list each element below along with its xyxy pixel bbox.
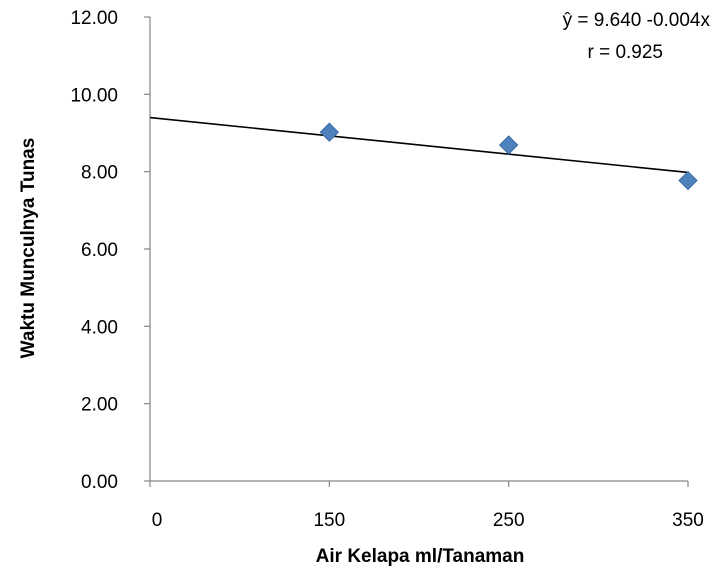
x-tick-label: 350	[672, 510, 704, 531]
x-tick-labels: 0 150 250 350	[152, 510, 704, 531]
x-axis-title: Air Kelapa ml/Tanaman	[316, 546, 525, 567]
correlation-value: r = 0.925	[587, 42, 663, 63]
y-tick-label: 10.00	[70, 85, 118, 106]
x-tick-label: 150	[313, 510, 345, 531]
y-tick-label: 6.00	[81, 240, 118, 261]
data-point	[679, 172, 697, 190]
y-tick-labels: 0.00 2.00 4.00 6.00 8.00 10.00 12.00	[70, 8, 118, 493]
x-axis-ticks	[150, 481, 688, 487]
y-tick-label: 12.00	[70, 8, 118, 29]
y-tick-label: 2.00	[81, 395, 118, 416]
trendline	[150, 118, 688, 173]
data-point	[320, 123, 338, 141]
y-tick-label: 0.00	[81, 472, 118, 493]
x-tick-label: 0	[152, 510, 163, 531]
x-tick-label: 250	[493, 510, 525, 531]
regression-equation: ŷ = 9.640 -0.004x	[563, 10, 711, 31]
y-tick-label: 4.00	[81, 317, 118, 338]
data-point	[500, 136, 518, 154]
y-tick-label: 8.00	[81, 163, 118, 184]
data-points	[320, 123, 697, 189]
y-axis-title: Waktu Munculnya Tunas	[18, 138, 39, 359]
y-axis-ticks	[144, 17, 150, 481]
